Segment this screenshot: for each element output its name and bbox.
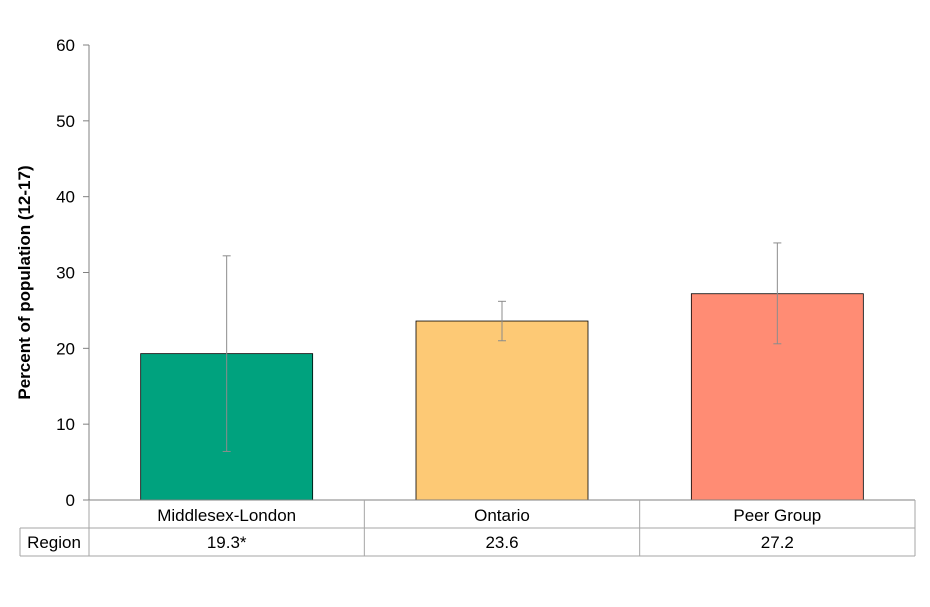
table-row-label: Region <box>27 533 81 552</box>
error-bar <box>498 300 506 342</box>
y-tick-label: 50 <box>56 112 75 131</box>
y-tick-label: 10 <box>56 415 75 434</box>
y-tick-label: 30 <box>56 264 75 283</box>
y-axis: 0 10 20 30 40 50 60 <box>56 36 90 510</box>
y-tick-label: 60 <box>56 36 75 55</box>
y-axis-label: Percent of population (12-17) <box>15 165 34 399</box>
error-bar <box>773 242 782 345</box>
x-category-label: Middlesex-London <box>157 506 296 525</box>
table-value-cell: 27.2 <box>761 533 794 552</box>
table-value-cell: 19.3* <box>207 533 247 552</box>
table-value-cell: 23.6 <box>485 533 518 552</box>
x-category-label: Peer Group <box>733 506 821 525</box>
data-table: Region Middlesex-London 19.3* Ontario 23.6 Pe… <box>19 499 916 557</box>
x-category-label: Ontario <box>474 506 530 525</box>
bar-ontario <box>415 320 589 501</box>
y-tick-label: 20 <box>56 339 75 358</box>
y-tick-label: 0 <box>66 491 75 510</box>
error-bar <box>222 255 231 452</box>
y-tick-label: 40 <box>56 188 75 207</box>
bars <box>140 242 864 501</box>
